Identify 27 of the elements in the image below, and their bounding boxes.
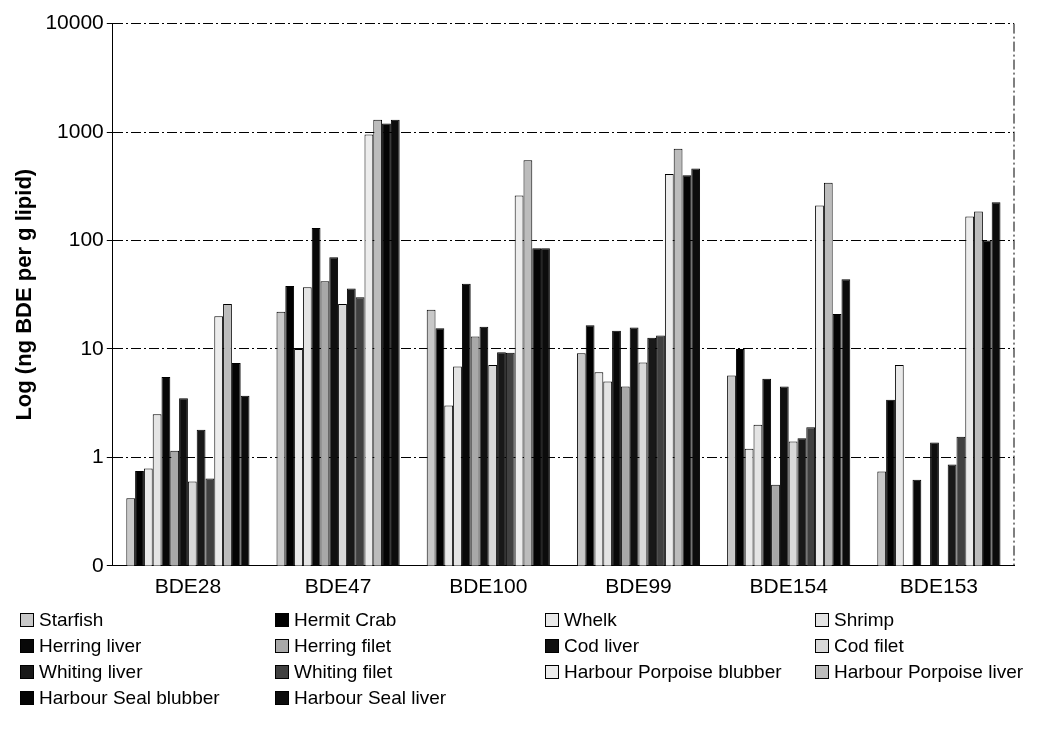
legend-label: Whiting liver bbox=[39, 661, 143, 683]
y-tick-label: 10000 bbox=[45, 10, 104, 34]
y-tick-label: 100 bbox=[68, 227, 104, 251]
x-tick-label: BDE153 bbox=[899, 574, 979, 598]
legend-label: Harbour Porpoise blubber bbox=[564, 661, 782, 683]
x-tick-label: BDE100 bbox=[449, 574, 528, 598]
y-tick-label: 1000 bbox=[57, 118, 104, 142]
legend-label: Harbour Seal liver bbox=[294, 687, 447, 709]
y-tick-label: 0 bbox=[92, 552, 104, 576]
y-axis-title: Log (ng BDE per g lipid) bbox=[11, 168, 37, 421]
legend-label: Herring liver bbox=[39, 635, 142, 657]
legend-label: Cod filet bbox=[834, 635, 904, 657]
x-tick-label: BDE47 bbox=[304, 574, 372, 598]
legend-label: Whelk bbox=[564, 609, 617, 631]
y-tick-label: 1 bbox=[92, 444, 104, 468]
x-tick-label: BDE28 bbox=[154, 574, 222, 598]
x-tick-label: BDE154 bbox=[749, 574, 829, 598]
legend-label: Starfish bbox=[39, 609, 104, 631]
legend-label: Cod liver bbox=[564, 635, 639, 657]
legend-label: Harbour Seal blubber bbox=[39, 687, 220, 709]
legend-label: Harbour Porpoise liver bbox=[834, 661, 1024, 683]
legend-label: Hermit Crab bbox=[294, 609, 397, 631]
legend-label: Shrimp bbox=[834, 609, 895, 631]
legend-label: Herring filet bbox=[294, 635, 392, 657]
legend-label: Whiting filet bbox=[294, 661, 393, 683]
y-tick-label: 10 bbox=[80, 335, 104, 359]
x-tick-label: BDE99 bbox=[605, 574, 672, 598]
